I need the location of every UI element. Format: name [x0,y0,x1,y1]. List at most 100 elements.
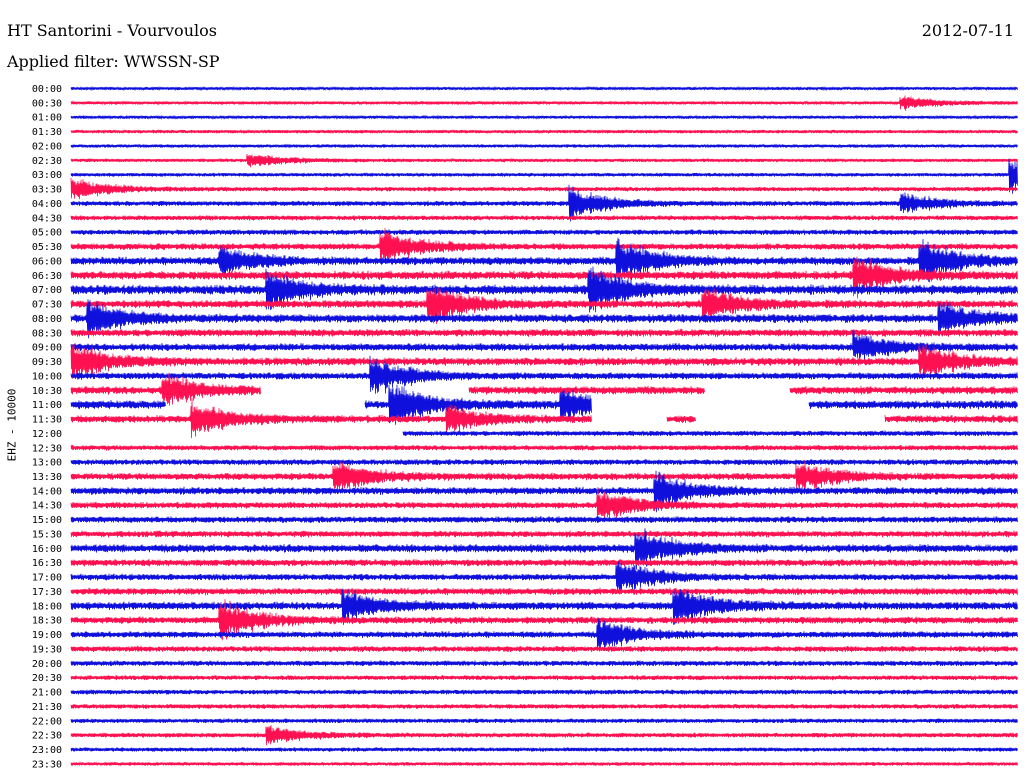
trace-line [70,95,1018,111]
trace-line [70,725,1018,746]
time-tick-label: 10:00 [32,371,62,382]
time-tick-label: 22:00 [32,716,62,727]
station-title: HT Santorini - Vourvoulos [7,21,217,40]
time-tick-label: 20:30 [32,673,62,684]
time-tick-label: 13:30 [32,472,62,483]
trace-line [70,675,1018,681]
trace-group [70,85,1018,767]
trace-line [70,384,1018,425]
time-tick-label: 18:30 [32,616,62,627]
time-tick-label: 10:30 [32,386,62,397]
trace-line [70,588,1018,625]
trace-line [70,458,1018,466]
time-tick-label: 01:00 [32,113,62,124]
time-tick-label: 04:00 [32,199,62,210]
time-tick-label: 06:00 [32,256,62,267]
time-tick-label: 16:30 [32,558,62,569]
time-tick-label: 19:00 [32,630,62,641]
trace-line [70,703,1018,709]
time-tick-label: 21:00 [32,688,62,699]
date-label: 2012-07-11 [921,21,1014,40]
time-tick-label: 14:30 [32,501,62,512]
trace-line [70,228,1018,265]
time-tick-label: 09:30 [32,357,62,368]
trace-line [70,516,1018,524]
time-tick-label: 15:00 [32,515,62,526]
time-tick-label: 09:00 [32,343,62,354]
time-tick-label: 23:00 [32,745,62,756]
time-tick-label: 12:00 [32,429,62,440]
trace-line [70,355,1018,394]
trace-line [70,470,1018,513]
trace-line [70,287,1018,324]
trace-line [70,184,1018,222]
trace-line [402,430,1018,437]
time-tick-label: 23:30 [32,759,62,770]
time-tick-label: 05:00 [32,228,62,239]
time-tick-label: 07:30 [32,300,62,311]
time-tick-label: 15:30 [32,529,62,540]
time-tick-label: 06:30 [32,271,62,282]
trace-line [70,397,1018,439]
trace-line [70,561,1018,595]
trace-line [70,618,1018,652]
trace-line [70,329,1018,362]
time-tick-label: 11:30 [32,415,62,426]
trace-line [70,85,1018,92]
time-tick-labels: 00:00 00:30 01:00 01:30 02:00 02:30 03:00 03:30… [32,84,62,770]
trace-line [70,559,1018,567]
trace-line [70,587,1018,596]
time-tick-label: 03:00 [32,170,62,181]
time-tick-label: 00:30 [32,98,62,109]
time-tick-label: 01:30 [32,127,62,138]
time-tick-label: 02:30 [32,156,62,167]
trace-line [70,215,1018,221]
trace-line [70,158,1018,194]
filter-label: Applied filter: WWSSN-SP [7,52,220,71]
time-tick-label: 00:00 [32,84,62,95]
trace-line [70,660,1018,667]
time-tick-label: 17:00 [32,573,62,584]
trace-line [70,256,1018,299]
time-tick-label: 22:30 [32,731,62,742]
time-tick-label: 05:30 [32,242,62,253]
time-tick-label: 12:30 [32,443,62,454]
trace-line [70,761,1018,767]
time-tick-label: 03:30 [32,185,62,196]
trace-line [70,373,1018,406]
time-tick-label: 16:00 [32,544,62,555]
trace-line [70,528,1018,570]
trace-line [70,229,1018,236]
trace-line [70,599,1018,641]
trace-line [70,266,1018,313]
time-tick-label: 21:30 [32,702,62,713]
time-tick-label: 04:30 [32,213,62,224]
trace-line [70,299,1018,339]
trace-line [70,343,1018,381]
trace-line [70,689,1018,695]
time-tick-label: 18:00 [32,601,62,612]
trace-line [70,114,1018,120]
trace-line [70,177,1018,200]
trace-line [70,645,1018,653]
trace-line [70,487,1018,524]
trace-line [70,129,1018,135]
trace-line [70,143,1018,149]
trace-line [70,444,1018,451]
trace-line [70,530,1018,538]
trace-line [70,718,1018,724]
time-tick-label: 08:30 [32,328,62,339]
time-tick-label: 11:00 [32,400,62,411]
time-tick-label: 13:00 [32,458,62,469]
time-tick-label: 02:00 [32,141,62,152]
time-tick-label: 14:00 [32,486,62,497]
trace-line [70,328,1018,337]
trace-line [70,460,1018,494]
time-tick-label: 17:30 [32,587,62,598]
time-tick-label: 07:00 [32,285,62,296]
time-tick-label: 19:30 [32,644,62,655]
trace-line [70,747,1018,752]
time-tick-label: 08:00 [32,314,62,325]
time-tick-label: 20:00 [32,659,62,670]
